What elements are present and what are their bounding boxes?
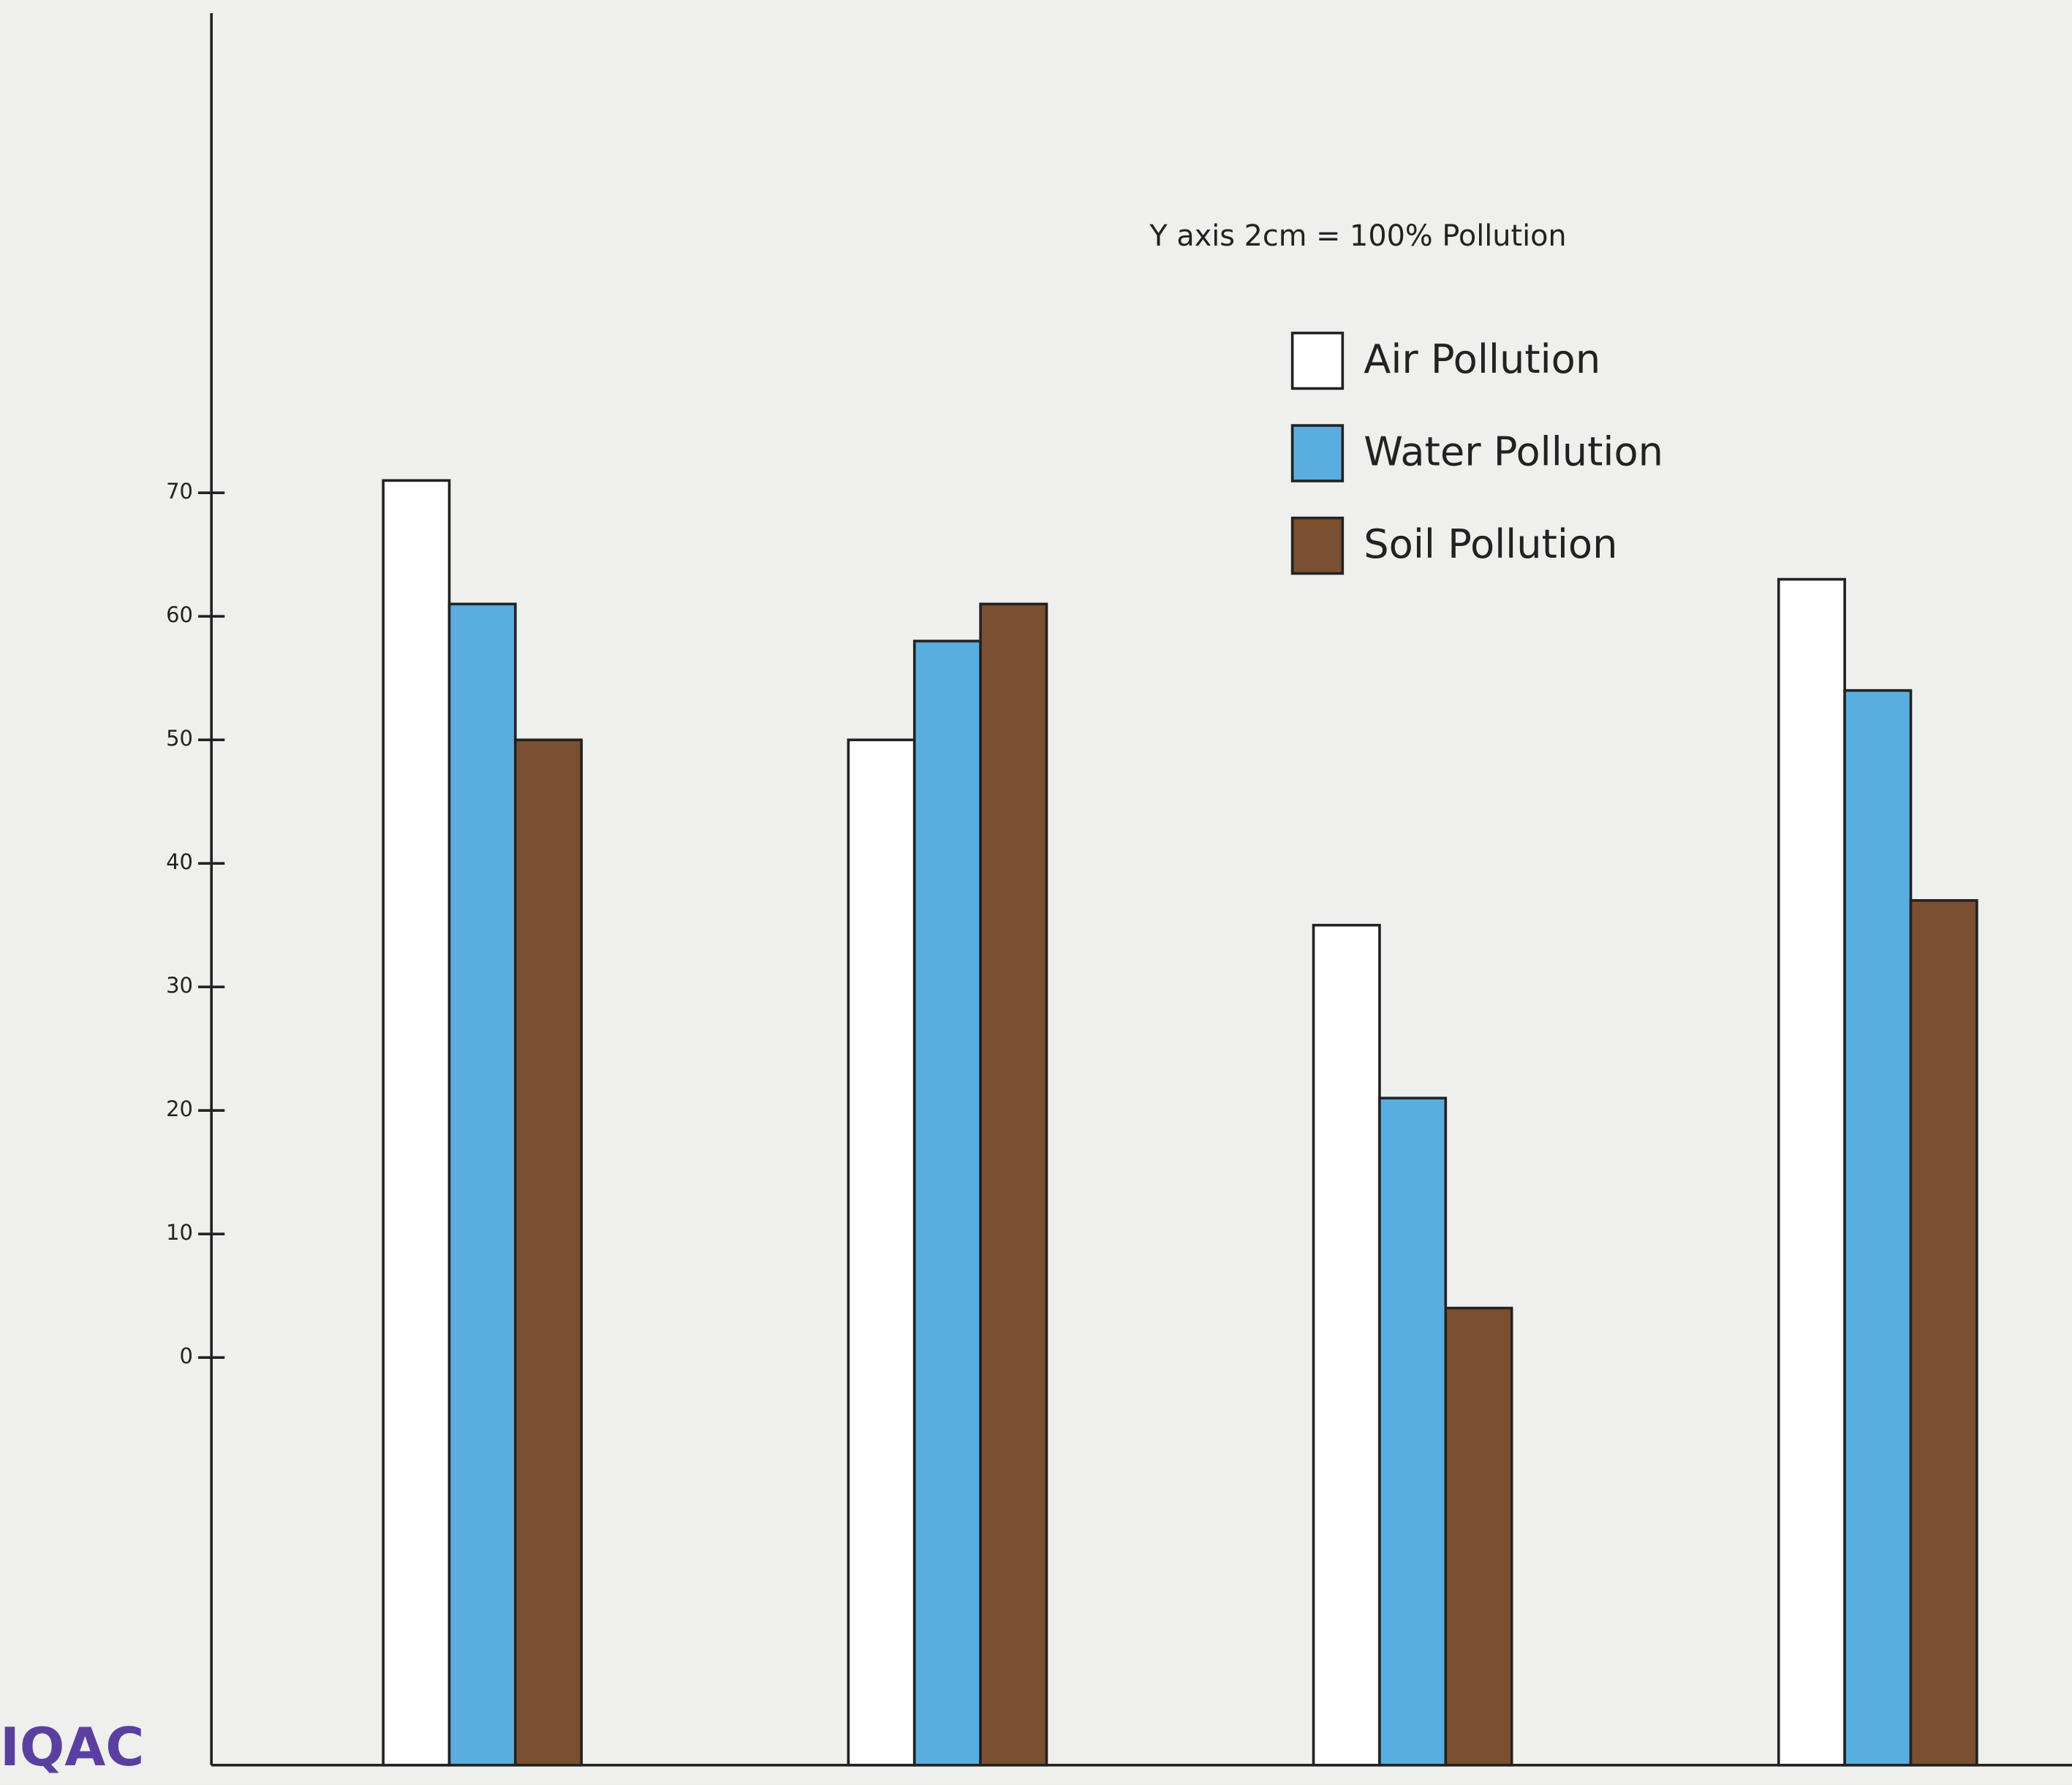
bar [1777, 577, 1846, 1767]
bar [979, 602, 1048, 1767]
annotation: Y axis 2cm = 100% Pollution [1149, 219, 1566, 253]
y-tick-label: 40 [166, 849, 193, 874]
bar [1444, 1306, 1513, 1767]
legend-label: Soil Pollution [1364, 521, 1617, 567]
bar [1909, 899, 1978, 1767]
legend-swatch [1290, 516, 1345, 575]
y-tick-label: 0 [179, 1344, 192, 1368]
bar [514, 738, 583, 1767]
bar [912, 640, 982, 1767]
legend-swatch [1290, 424, 1345, 482]
y-tick-label: 50 [166, 726, 193, 751]
y-tick-label: 10 [166, 1220, 193, 1245]
bar [447, 602, 517, 1767]
bar [847, 738, 916, 1767]
y-tick-label: 20 [166, 1096, 193, 1121]
legend-swatch [1290, 331, 1345, 390]
y-tick-label: 60 [166, 602, 193, 627]
bar [1378, 1096, 1448, 1767]
watermark: IQAC [0, 1717, 144, 1778]
y-tick-label: 70 [166, 479, 193, 504]
legend-label: Water Pollution [1364, 428, 1663, 474]
y-tick-label: 30 [166, 973, 193, 998]
legend-label: Air Pollution [1364, 336, 1600, 382]
bar [382, 479, 451, 1767]
bar [1843, 689, 1913, 1767]
bar [1312, 923, 1381, 1767]
